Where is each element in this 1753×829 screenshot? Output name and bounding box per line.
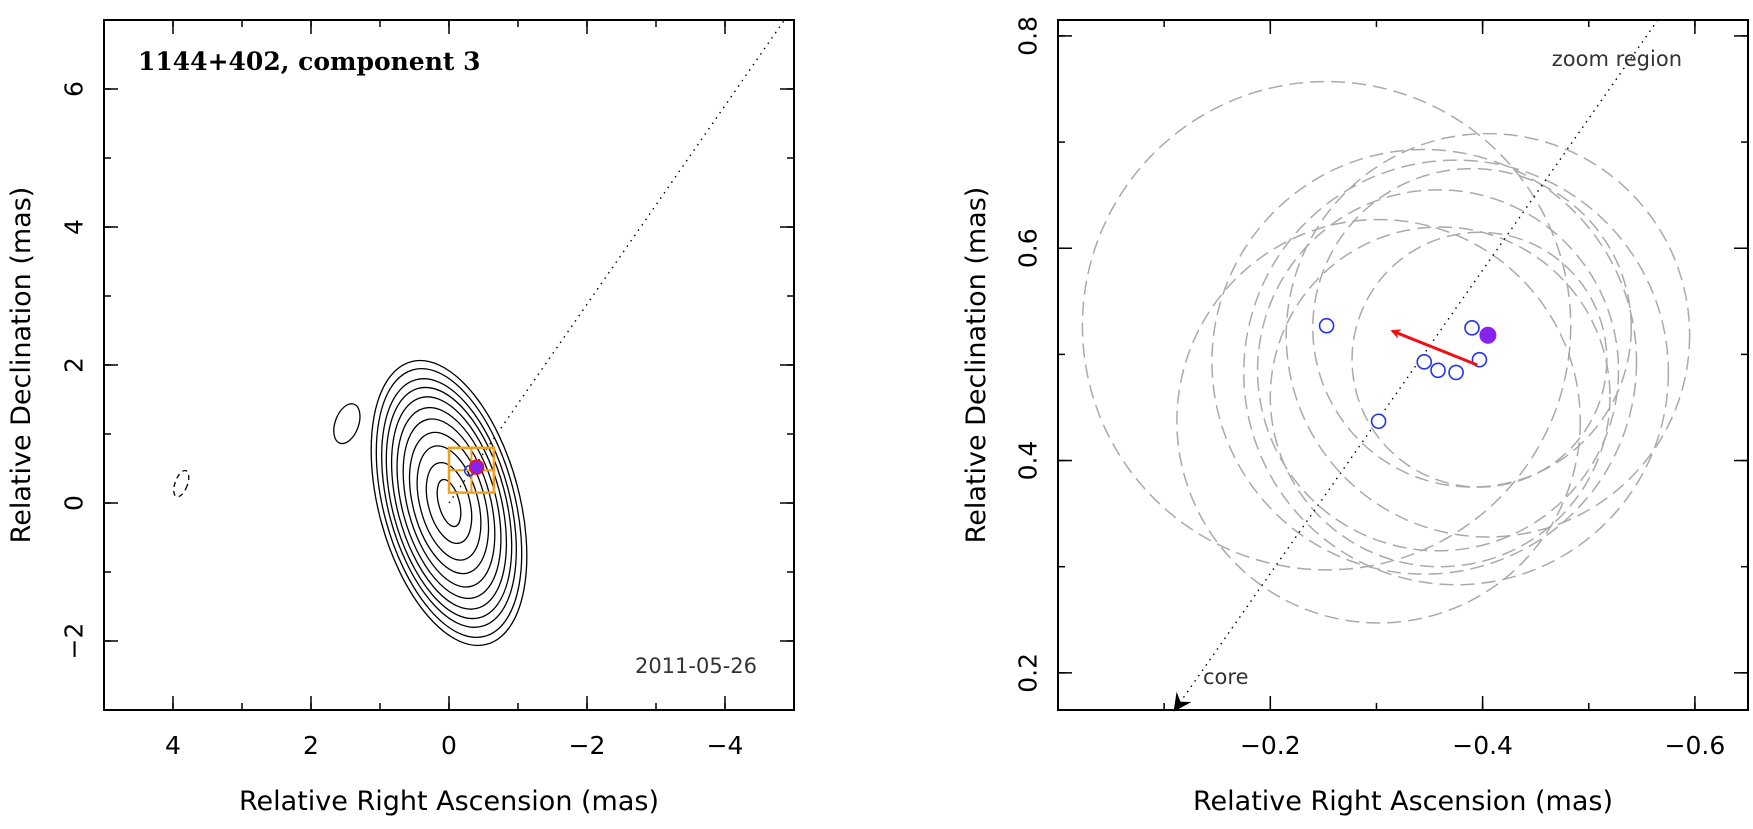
- panel-title: 1144+402, component 3: [138, 47, 481, 76]
- left-y-tick-label: −2: [60, 623, 89, 660]
- epoch-position: [1464, 320, 1480, 336]
- left-y-tick-label: 6: [60, 81, 89, 97]
- right-overlays: [1173, 19, 1659, 712]
- right-x-tick-label: −0.4: [1452, 731, 1513, 760]
- contour-level: [375, 367, 523, 639]
- core-label: core: [1203, 665, 1249, 689]
- zoom-region-label: zoom region: [1552, 47, 1682, 71]
- left-tick-labels: 4 2 0 −2 −4 −2 0 2 4 6: [60, 81, 744, 760]
- right-y-tick-label: 0.6: [1014, 228, 1043, 268]
- left-x-tick-label: 2: [303, 731, 319, 760]
- left-axis-ticks: [104, 20, 794, 710]
- motion-vector-arrow: [1390, 329, 1478, 367]
- left-panel: 4 2 0 −2 −4 −2 0 2 4 6 1144+402, component 3 2011…: [6, 19, 795, 817]
- left-current-marker: [468, 459, 485, 475]
- left-y-tick-label: 4: [60, 219, 89, 235]
- right-y-tick-label: 0.2: [1014, 653, 1043, 693]
- right-y-tick-label: 0.4: [1014, 441, 1043, 481]
- error-circles: [1081, 80, 1691, 624]
- left-y-tick-label: 0: [60, 495, 89, 511]
- right-axis-ticks: [1058, 20, 1748, 710]
- left-plot-frame: [103, 19, 795, 711]
- left-x-axis-title: Relative Right Ascension (mas): [239, 786, 659, 817]
- right-x-tick-label: −0.6: [1665, 731, 1726, 760]
- contour-map: [173, 359, 528, 647]
- contour-level: [381, 378, 517, 628]
- epoch-date: 2011-05-26: [635, 654, 757, 678]
- right-x-axis-title: Relative Right Ascension (mas): [1193, 786, 1613, 817]
- isolated-contour: [173, 469, 190, 498]
- error-circle: [1351, 231, 1608, 488]
- contour-level: [436, 478, 462, 528]
- jet-axis-to-core: [1173, 19, 1659, 712]
- right-plot-frame: [1057, 19, 1749, 711]
- contour-level: [416, 445, 482, 561]
- left-x-tick-label: −2: [569, 731, 606, 760]
- left-x-tick-label: 4: [165, 731, 181, 760]
- left-x-tick-label: 0: [441, 731, 457, 760]
- left-overlays: [447, 20, 786, 504]
- contour-level: [390, 396, 508, 610]
- error-circle: [1211, 148, 1638, 575]
- epoch-position: [1448, 364, 1464, 381]
- left-y-axis-title: Relative Declination (mas): [6, 187, 37, 544]
- contour-level: [425, 462, 473, 544]
- right-y-axis-title: Relative Declination (mas): [961, 187, 992, 544]
- current-epoch-position: [1479, 326, 1497, 344]
- epoch-position: [1318, 317, 1335, 334]
- error-circle: [1176, 218, 1582, 624]
- error-circle: [1285, 132, 1691, 538]
- error-circle: [1081, 80, 1572, 571]
- isolated-contour: [333, 403, 361, 445]
- error-circle: [1312, 167, 1632, 488]
- left-x-tick-label: −4: [707, 731, 744, 760]
- epoch-position: [1430, 362, 1446, 379]
- error-circle: [1269, 226, 1611, 568]
- contour-level: [370, 359, 528, 647]
- right-panel: −0.2 −0.4 −0.6 0.2 0.4 0.6 0.8 zoom region cor…: [961, 16, 1749, 817]
- error-circle: [1256, 189, 1620, 552]
- contour-level: [385, 386, 513, 620]
- epoch-position: [1416, 354, 1433, 370]
- epoch-position: [1370, 413, 1387, 430]
- jet-axis-line: [448, 20, 786, 504]
- right-x-tick-label: −0.2: [1240, 731, 1301, 760]
- error-circle: [1243, 159, 1670, 586]
- right-tick-labels: −0.2 −0.4 −0.6 0.2 0.4 0.6 0.8: [1014, 16, 1726, 760]
- left-y-tick-label: 2: [60, 357, 89, 373]
- right-y-tick-label: 0.8: [1014, 16, 1043, 56]
